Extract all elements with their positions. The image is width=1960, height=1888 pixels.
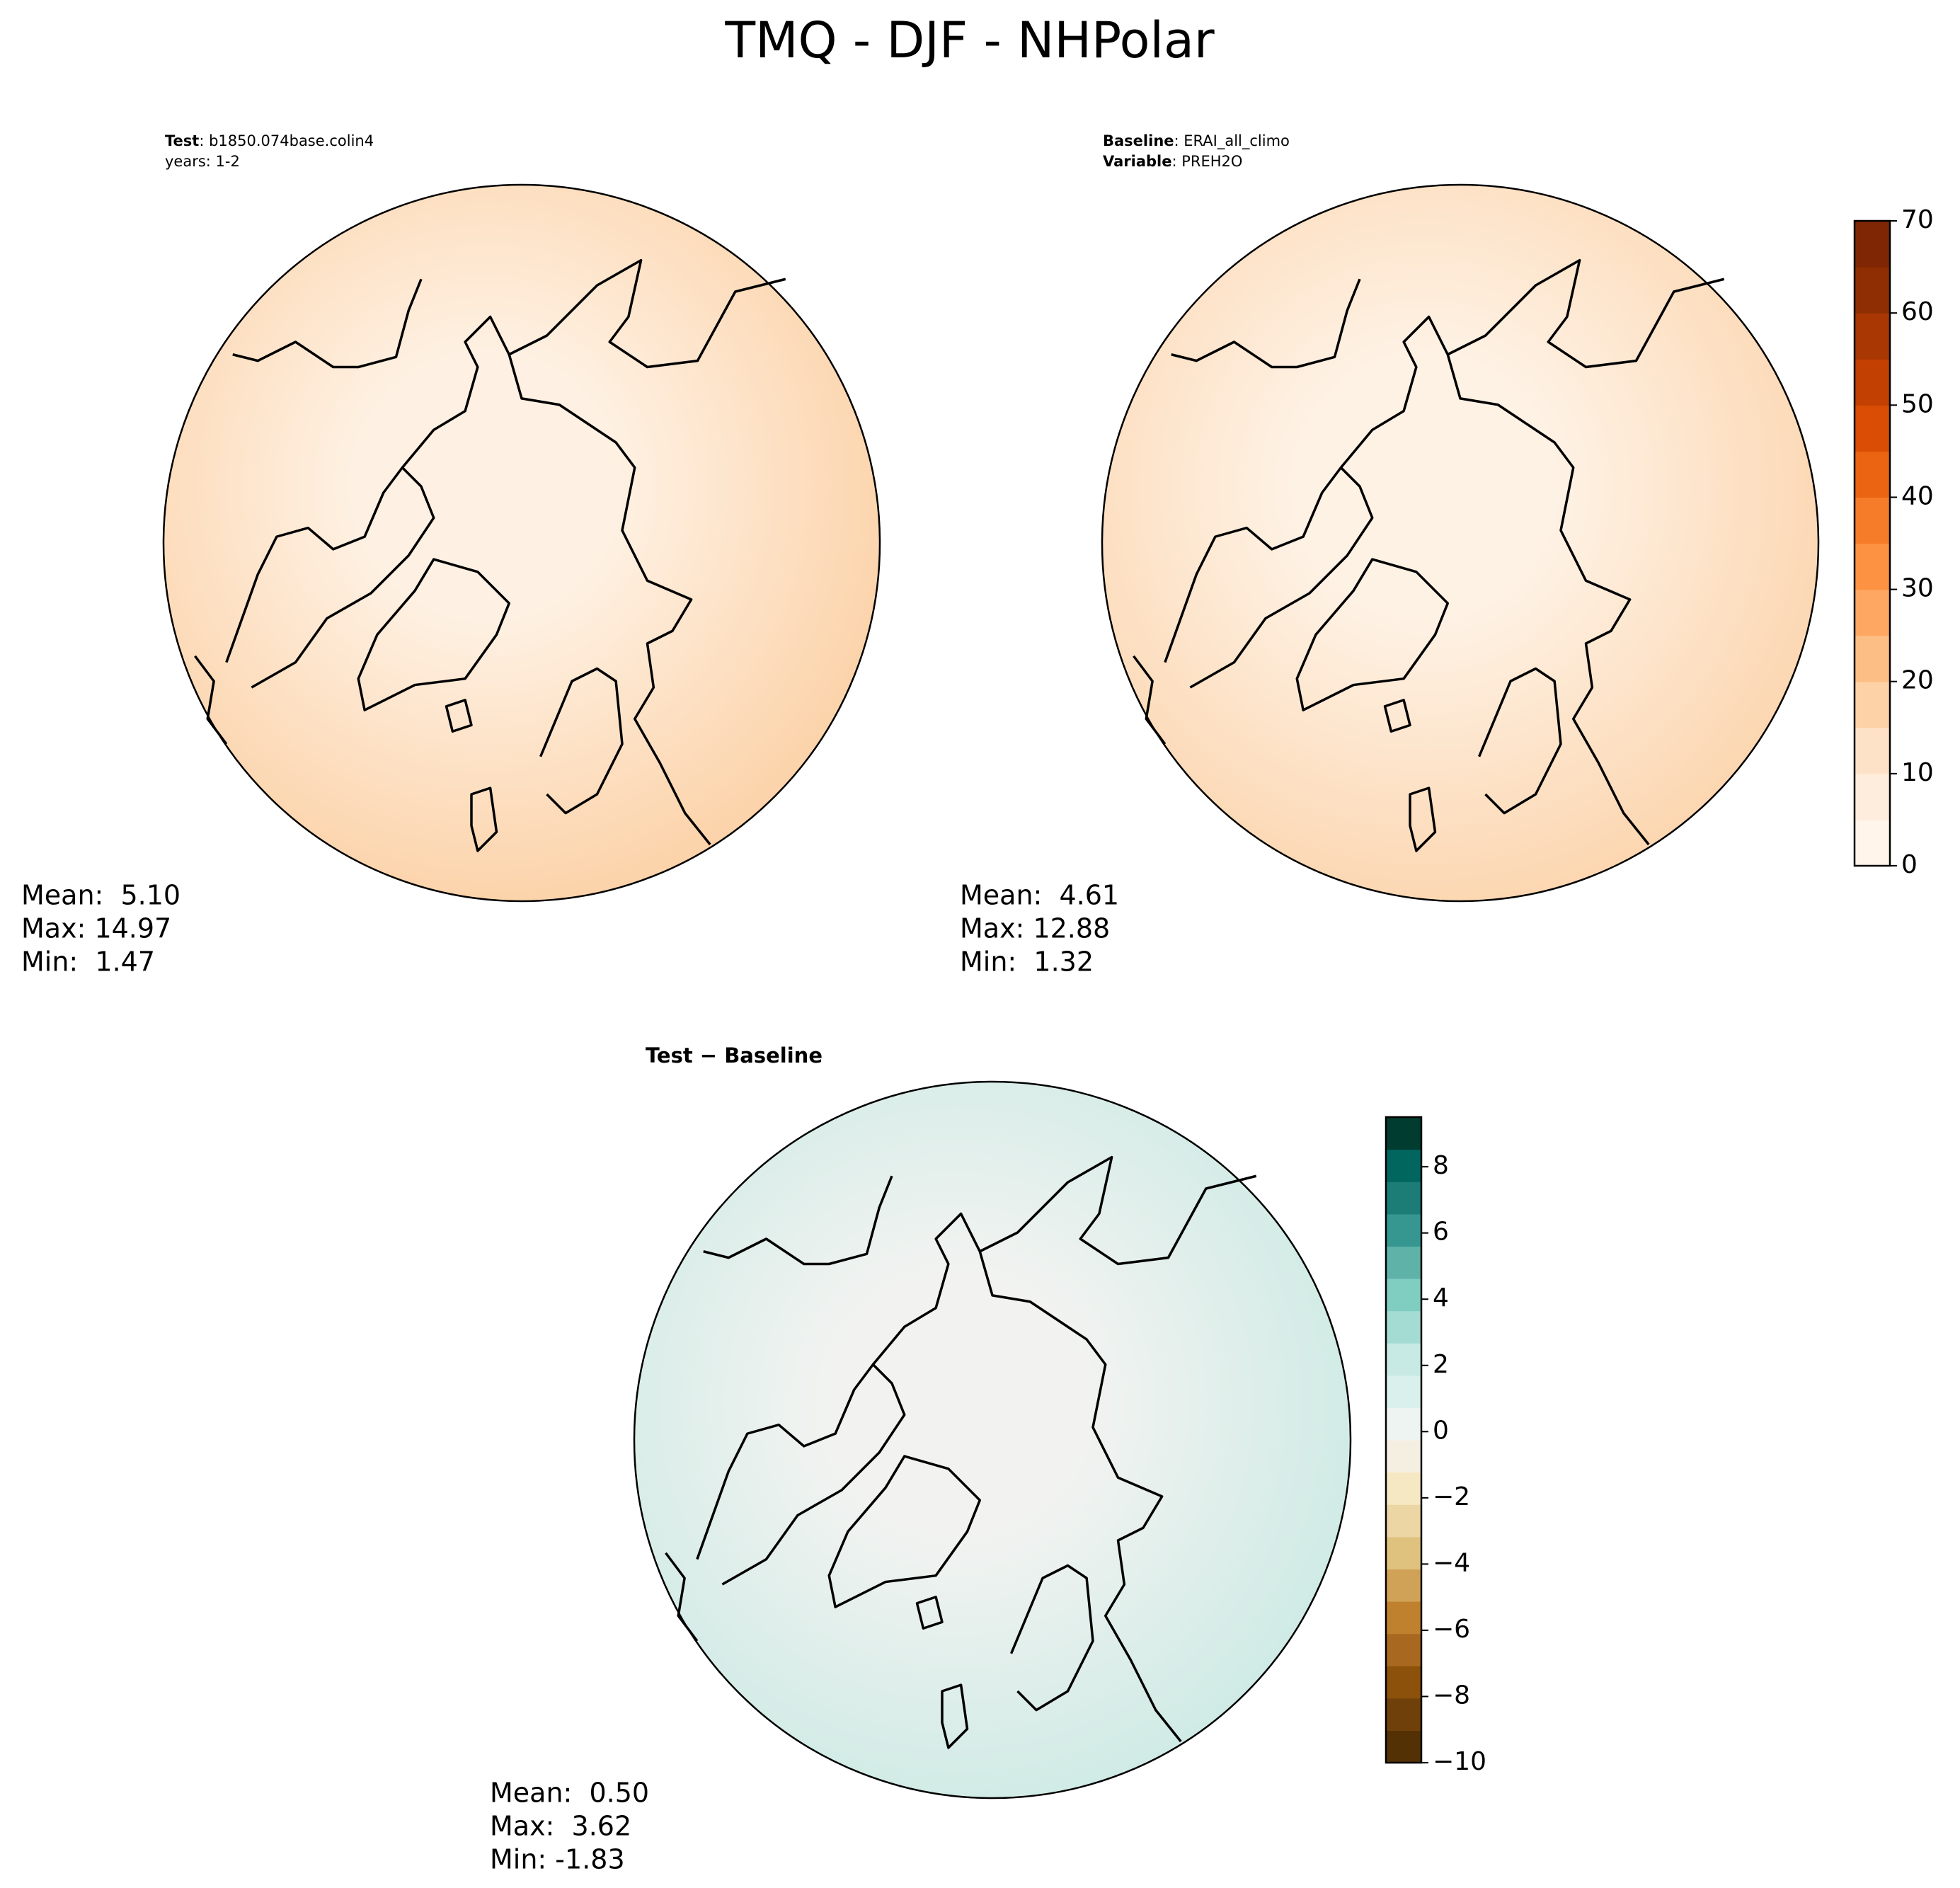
panel-stat: Max: 14.97 — [21, 913, 171, 944]
colorbar-tick-label: −6 — [1433, 1615, 1470, 1644]
colorbar-level — [1386, 1504, 1421, 1538]
map-disc — [634, 1082, 1351, 1798]
panel-stat: Min: 1.47 — [21, 946, 155, 978]
colorbar-tick-label: 30 — [1901, 574, 1934, 603]
colorbar-level — [1855, 359, 1890, 406]
colorbar-level — [1386, 1698, 1421, 1731]
map-boundary — [162, 183, 881, 903]
colorbar-tick-label: 4 — [1433, 1283, 1449, 1312]
colorbar-level — [1386, 1343, 1421, 1376]
colorbar-tick-label: −4 — [1433, 1548, 1470, 1577]
map-disc — [1102, 185, 1818, 901]
colorbar-level — [1386, 1117, 1421, 1150]
colorbar-tick-label: 60 — [1901, 297, 1934, 326]
panel-stat: Min: 1.32 — [960, 946, 1094, 978]
header-label: Baseline — [1103, 132, 1174, 149]
header-text: years: 1-2 — [165, 153, 240, 170]
colorbar-level — [1855, 267, 1890, 314]
panel-stat: Min: -1.83 — [490, 1844, 625, 1875]
colorbar-level — [1386, 1730, 1421, 1763]
colorbar-tick-label: 20 — [1901, 666, 1934, 695]
map-boundary — [633, 1080, 1352, 1800]
colorbar-level — [1386, 1278, 1421, 1312]
colorbar-level — [1855, 819, 1890, 866]
colorbar-tick-label: 50 — [1901, 389, 1934, 418]
colorbar-level — [1855, 543, 1890, 590]
colorbar-level — [1855, 681, 1890, 728]
panel-header: Test − Baseline — [646, 1043, 823, 1068]
colorbar-level — [1386, 1375, 1421, 1408]
colorbar-tick-label: 2 — [1433, 1350, 1449, 1379]
panel-stat: Max: 12.88 — [960, 913, 1110, 944]
colorbar-tick-label: 0 — [1901, 850, 1918, 879]
colorbar-frame — [1385, 1116, 1423, 1764]
colorbar-tick-label: −8 — [1433, 1681, 1470, 1710]
panel-header: years: 1-2 — [165, 153, 240, 170]
colorbar-level — [1386, 1213, 1421, 1247]
panel-header: Test: b1850.074base.colin4 — [165, 132, 374, 149]
header-label: Test − Baseline — [646, 1043, 823, 1068]
colorbar-level — [1855, 727, 1890, 774]
map-boundary — [1101, 183, 1820, 903]
colorbar-level — [1386, 1182, 1421, 1215]
colorbar-tick-label: −10 — [1433, 1747, 1486, 1776]
colorbar-tick-label: 8 — [1433, 1151, 1449, 1180]
header-label: Variable — [1103, 153, 1171, 170]
panel-stat: Mean: 4.61 — [960, 880, 1119, 911]
colorbar-level — [1386, 1310, 1421, 1344]
colorbar-tick-label: 0 — [1433, 1416, 1449, 1445]
colorbar-level — [1386, 1601, 1421, 1635]
colorbar-level — [1855, 773, 1890, 820]
colorbar-level — [1855, 221, 1890, 268]
header-text: : ERAI_all_climo — [1174, 132, 1290, 150]
colorbar-level — [1386, 1472, 1421, 1505]
colorbar-level — [1855, 313, 1890, 360]
panel-stat: Mean: 5.10 — [21, 880, 180, 911]
map-disc — [164, 185, 880, 901]
colorbar-level — [1386, 1149, 1421, 1182]
colorbar-tick-label: −2 — [1433, 1482, 1470, 1511]
header-text: : b1850.074base.colin4 — [199, 132, 374, 149]
colorbar-level — [1386, 1666, 1421, 1699]
colorbar-tick-label: 10 — [1901, 758, 1934, 787]
colorbar-level — [1386, 1569, 1421, 1602]
figure-title: TMQ - DJF - NHPolar — [724, 11, 1214, 69]
panel-stat: Mean: 0.50 — [490, 1778, 649, 1809]
colorbar-tick-label: 70 — [1901, 205, 1934, 234]
colorbar-level — [1386, 1246, 1421, 1279]
colorbar-level — [1386, 1407, 1421, 1441]
colorbar-level — [1855, 405, 1890, 452]
colorbar-level — [1855, 589, 1890, 636]
panel-header: Variable: PREH2O — [1103, 153, 1242, 170]
panel-stat: Max: 3.62 — [490, 1811, 631, 1842]
header-label: Test — [165, 132, 199, 149]
header-text: : PREH2O — [1171, 153, 1242, 170]
panel-header: Baseline: ERAI_all_climo — [1103, 132, 1290, 150]
colorbar-level — [1855, 497, 1890, 544]
colorbar-level — [1386, 1633, 1421, 1666]
colorbar-level — [1855, 451, 1890, 498]
colorbar-level — [1386, 1440, 1421, 1473]
colorbar-tick-label: 40 — [1901, 481, 1934, 510]
colorbar-level — [1855, 635, 1890, 682]
colorbar-level — [1386, 1536, 1421, 1569]
colorbar-tick-label: 6 — [1433, 1218, 1449, 1247]
colorbar-frame — [1853, 219, 1891, 867]
